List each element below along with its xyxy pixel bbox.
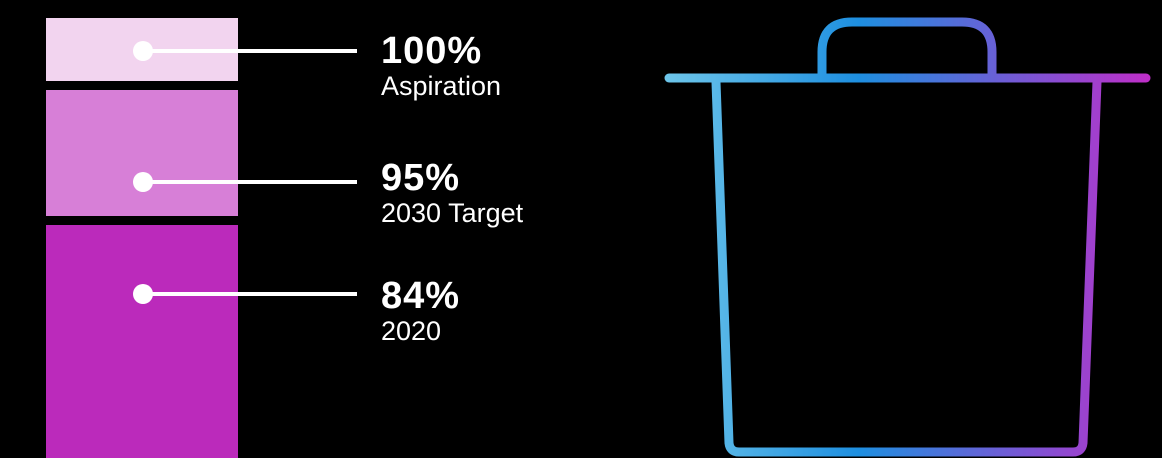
- segment-2030-target: [46, 90, 238, 216]
- target-2030-label: 2030 Target: [381, 198, 524, 228]
- year-2020-label: 2020: [381, 316, 442, 346]
- target-2030-percent: 95%: [381, 157, 461, 199]
- year-2020-percent: 84%: [381, 275, 461, 317]
- connector-2030-target: [133, 172, 357, 192]
- label-aspiration: 100% Aspiration: [381, 31, 501, 101]
- connector-aspiration: [133, 41, 357, 61]
- connector-dot: [133, 172, 153, 192]
- connector-dot: [133, 41, 153, 61]
- label-2020: 84% 2020: [381, 276, 460, 346]
- aspiration-label: Aspiration: [381, 71, 502, 101]
- connector-line: [143, 180, 357, 184]
- label-2030-target: 95% 2030 Target: [381, 158, 523, 228]
- connector-line: [143, 292, 357, 296]
- bin-body: [711, 81, 1102, 457]
- aspiration-percent: 100%: [381, 30, 483, 72]
- connector-2020: [133, 284, 357, 304]
- connector-dot: [133, 284, 153, 304]
- connector-line: [143, 49, 357, 53]
- segment-2020: [46, 225, 238, 458]
- bin-handle: [817, 17, 997, 76]
